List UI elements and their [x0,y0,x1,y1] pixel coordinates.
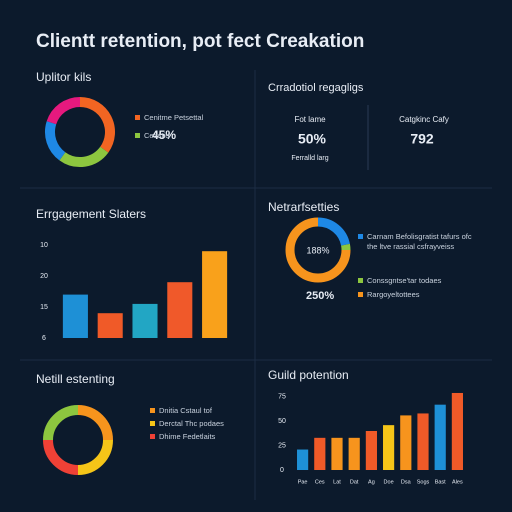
bar [434,404,446,470]
kpi-label: Fot lame [294,115,326,124]
kpi-note: Ferralld larg [291,155,328,162]
bar [331,437,343,470]
kpi-value: 50% [298,131,327,147]
bar [365,431,377,470]
bar [417,413,429,470]
donut-segment [285,217,351,283]
donut-segment [77,405,113,441]
bar [202,251,228,338]
y-tick-label: 75 [278,394,286,401]
bar [451,392,463,470]
x-tick-label: Bast [435,479,446,485]
donut-segment [77,439,113,475]
x-tick-label: Pae [298,479,308,485]
panel-title: Errgagement Slaters [36,207,146,221]
legend-swatch [150,408,155,413]
x-tick-label: Dsa [401,479,412,485]
donut-segment [46,97,81,125]
x-tick-label: Dat [350,479,359,485]
legend-swatch [358,234,363,239]
legend-swatch [150,434,155,439]
donut-segment [317,217,350,246]
x-tick-label: Lat [333,479,341,485]
bar [348,437,360,470]
bar [62,294,88,338]
annotation: 250% [306,290,334,302]
legend-label: Carnam Befolisgratist tafurs ofc the ltv… [367,232,472,251]
bar [167,282,193,338]
legend-swatch [358,292,363,297]
panel-title: Crradotiol regagligs [268,82,364,94]
legend-swatch [358,278,363,283]
bar [400,415,412,470]
legend-label: Cenitme Petsettal [144,113,204,122]
y-tick-label: 6 [42,335,46,342]
x-tick-label: Sogs [417,479,430,485]
panel-title: Netill estenting [36,372,115,386]
page-title: Clientt retention, pot fect Creakation [36,31,364,52]
y-tick-label: 20 [40,273,48,280]
x-tick-label: Ces [315,479,325,485]
donut-segment [59,146,109,167]
annotation: 45% [152,128,176,142]
y-tick-label: 50 [278,418,286,425]
y-tick-label: 15 [40,304,48,311]
legend-label: Conssgntse'tar todaes [367,276,442,285]
bar [314,437,326,470]
x-tick-label: Ales [452,479,463,485]
bar [297,449,309,470]
donut-segment [45,121,66,161]
legend-label: Dnitia Cstaul tof [159,406,212,415]
panel-title: Guild potention [268,368,349,382]
donut-segment [43,405,79,441]
legend-swatch [135,133,140,138]
x-tick-label: Doe [384,479,394,485]
panel-title: Netrarfsetties [268,200,339,214]
x-tick-label: Ag [368,479,375,485]
kpi-label: Catgkinc Cafy [399,115,449,124]
y-tick-label: 10 [40,242,48,249]
legend-swatch [150,421,155,426]
legend-label: Dhime Fedetlaits [159,432,216,441]
legend-label: Rargoyeltottees [367,290,420,299]
y-tick-label: 0 [280,467,284,474]
y-tick-label: 25 [278,442,286,449]
legend-label: Derctal Thc podaes [159,419,224,428]
panel-title: Uplitor kils [36,70,91,84]
donut-segment [79,97,115,153]
bar [97,313,123,338]
donut-segment [43,439,79,475]
bar [383,425,395,470]
bar [132,303,158,338]
center-label: 188% [306,245,329,255]
kpi-value: 792 [410,131,434,147]
legend-swatch [135,115,140,120]
legend-label: Ceastid [144,131,170,140]
